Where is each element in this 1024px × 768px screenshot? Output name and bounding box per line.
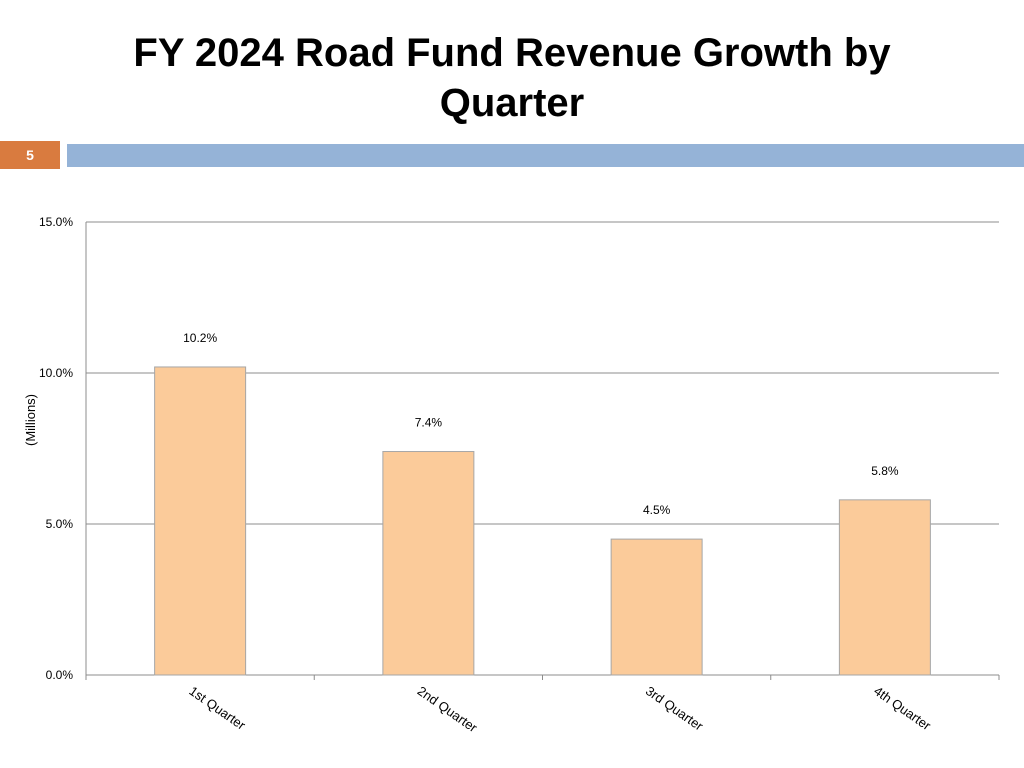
data-label: 7.4%: [415, 416, 443, 430]
x-category-label: 2nd Quarter: [415, 683, 481, 735]
y-axis-label: (Millions): [23, 394, 38, 446]
x-category-label: 3rd Quarter: [643, 683, 707, 734]
bar: [610, 538, 703, 676]
data-label: 4.5%: [643, 503, 671, 517]
x-category-label: 4th Quarter: [871, 683, 934, 733]
slide-number-badge: 5: [0, 141, 60, 169]
y-tick-label: 0.0%: [46, 668, 74, 682]
data-label: 5.8%: [871, 464, 899, 478]
slide-title: FY 2024 Road Fund Revenue Growth by Quar…: [133, 31, 891, 125]
bar: [154, 366, 247, 676]
y-tick-label: 10.0%: [39, 366, 73, 380]
data-label: 10.2%: [183, 331, 217, 345]
header-accent-bar: [67, 144, 1024, 167]
x-category-label: 1st Quarter: [186, 683, 248, 733]
y-tick-label: 5.0%: [46, 517, 74, 531]
bar: [838, 499, 931, 676]
bar: [382, 451, 475, 676]
bars: 10.2% 7.4% 4.5% 5.8%: [154, 331, 931, 676]
y-tick-label: 15.0%: [39, 215, 73, 229]
